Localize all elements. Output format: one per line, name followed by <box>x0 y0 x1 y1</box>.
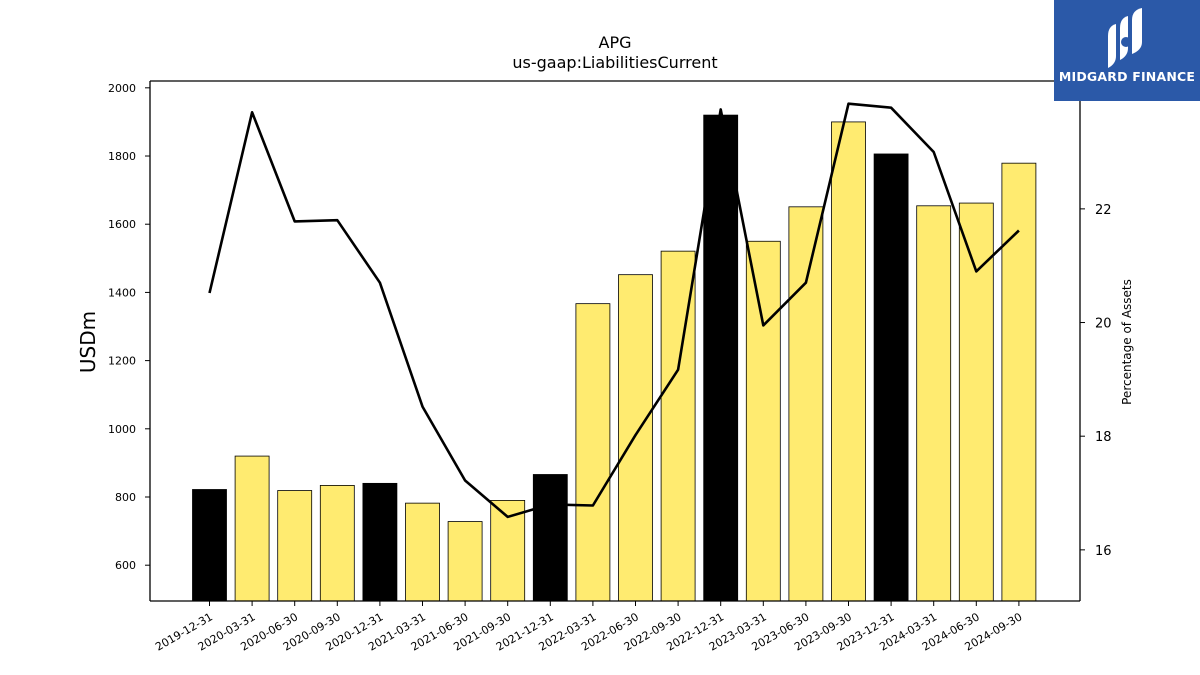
y-tick-label: 1800 <box>108 150 136 163</box>
y2-tick-label: 22 <box>1095 203 1112 218</box>
y2-tick-label: 16 <box>1095 544 1112 559</box>
y2-axis-label: Percentage of Assets <box>1120 279 1134 405</box>
logo-mark-icon <box>1108 8 1142 68</box>
y-tick-label: 600 <box>115 559 136 572</box>
bar <box>916 205 952 602</box>
bar <box>618 274 653 602</box>
bar <box>447 521 483 602</box>
y-axis-label: USDm <box>76 311 100 373</box>
y-tick-label: 800 <box>115 491 136 504</box>
bar <box>958 202 994 602</box>
bar <box>831 121 866 602</box>
bar <box>362 482 398 602</box>
bar <box>532 474 568 602</box>
y-tick-label: 1400 <box>108 286 136 299</box>
y-tick-label: 2000 <box>108 82 136 95</box>
bar <box>1001 162 1037 602</box>
bar <box>234 455 270 602</box>
bar <box>873 153 909 602</box>
logo-text: MIDGARD FINANCE <box>1058 69 1196 84</box>
chart-title: APG <box>599 33 632 52</box>
y-tick-label: 1000 <box>108 423 136 436</box>
bar <box>788 206 824 602</box>
bar <box>277 490 313 602</box>
bar <box>192 489 227 602</box>
plot-area: 6008001000120014001600180020001618202220… <box>108 80 1112 654</box>
y-tick-label: 1200 <box>108 355 136 368</box>
bar <box>745 240 781 602</box>
bar <box>660 250 696 602</box>
bar <box>575 303 611 602</box>
chart-subtitle: us-gaap:LiabilitiesCurrent <box>512 53 717 72</box>
y2-tick-label: 20 <box>1095 317 1112 332</box>
bar <box>405 502 440 602</box>
y-tick-label: 1600 <box>108 218 136 231</box>
y2-tick-label: 18 <box>1095 430 1112 445</box>
bar <box>319 485 355 602</box>
percentage-line <box>208 102 1020 519</box>
brand-logo: MIDGARD FINANCE <box>1054 0 1200 101</box>
